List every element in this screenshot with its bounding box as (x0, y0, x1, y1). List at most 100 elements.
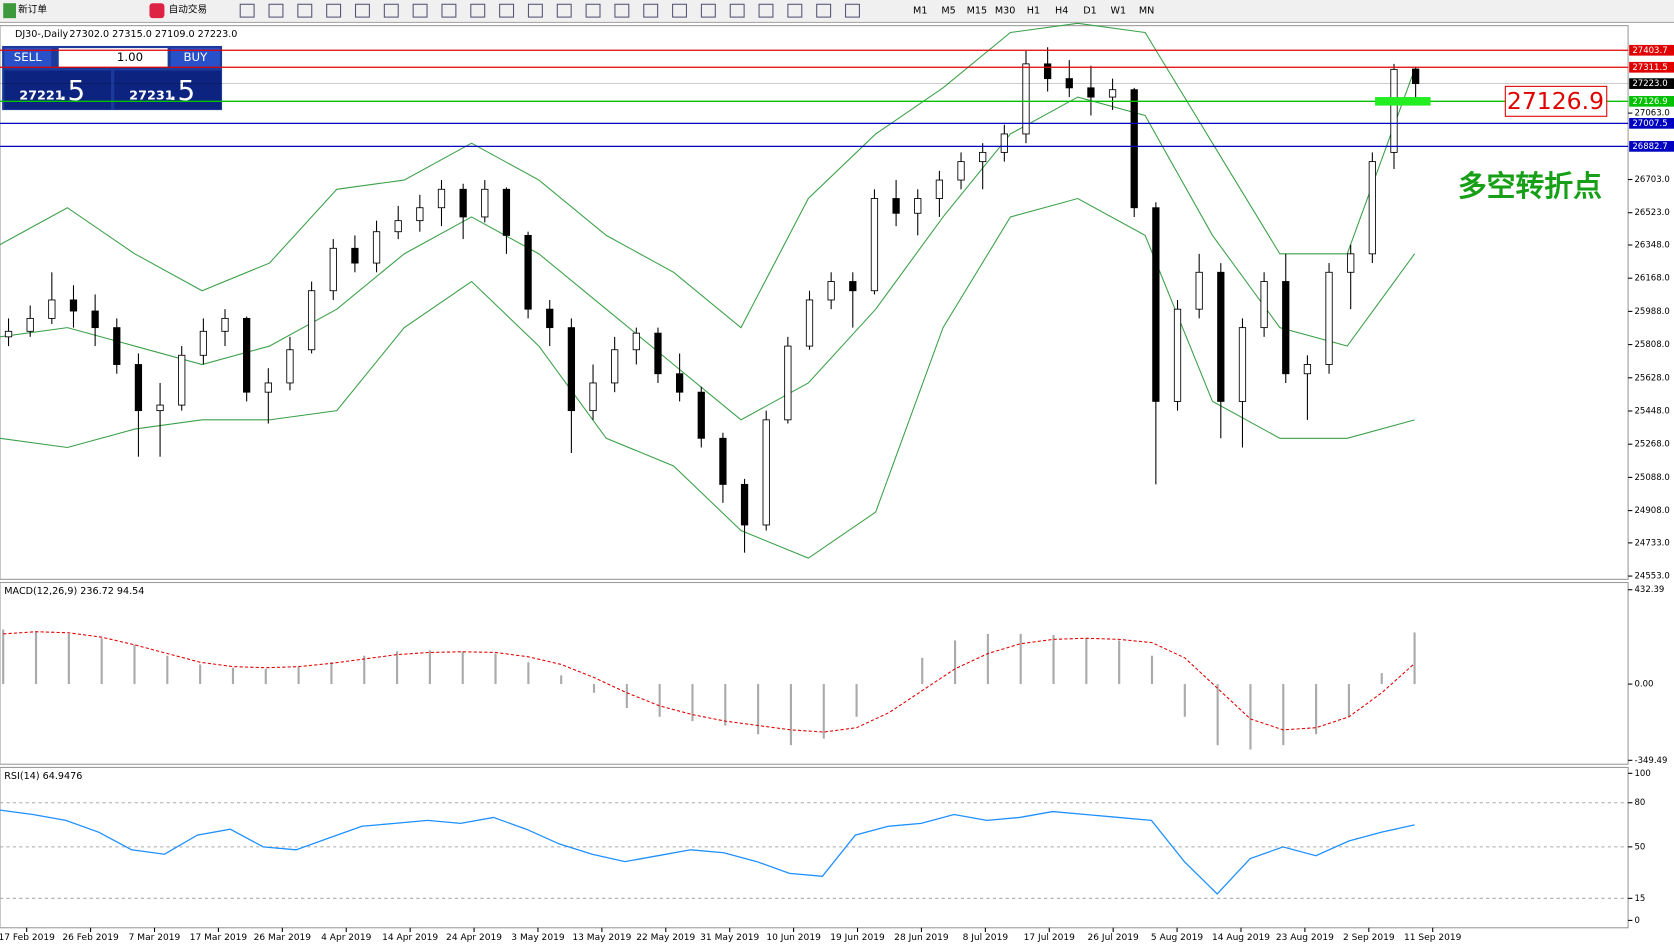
tool-icon[interactable] (585, 3, 601, 18)
timeframe[interactable]: M5 (941, 6, 955, 17)
candle-body (1130, 89, 1138, 209)
candle-body (69, 299, 78, 312)
candle-body (1303, 364, 1312, 375)
timeframe[interactable]: M1 (913, 6, 927, 17)
tool-icon[interactable] (758, 3, 774, 18)
candle-body (437, 188, 446, 209)
x-tick-label: 26 Feb 2019 (62, 933, 119, 943)
candle-body (113, 327, 121, 365)
candle-body (1087, 87, 1095, 98)
candle-body (1108, 89, 1117, 98)
candle-body (264, 382, 272, 393)
x-tick-label: 4 Apr 2019 (321, 933, 371, 943)
tool-icon[interactable] (268, 3, 284, 18)
buy-price-box[interactable] (114, 70, 221, 110)
new-order-icon[interactable] (3, 3, 17, 19)
auto-trading[interactable]: 自动交易 (169, 4, 207, 16)
candle-body (1238, 327, 1247, 402)
tool-icon[interactable] (326, 3, 342, 18)
tool-icon[interactable] (614, 3, 630, 18)
tool-icon[interactable] (527, 3, 543, 18)
sell-button[interactable] (4, 48, 52, 68)
tool-icon[interactable] (499, 3, 515, 18)
candle-body (4, 330, 13, 338)
candle-body (1282, 281, 1290, 375)
candle-body (740, 483, 749, 526)
price-level-tag (1629, 95, 1674, 107)
trade-panel: SELL 1.00 BUY 27221 .5 27231 .5 (2, 45, 223, 111)
tool-icon[interactable] (239, 3, 255, 18)
sell-label[interactable]: SELL (14, 50, 42, 64)
price-level-label: 27007.5 (1632, 119, 1667, 129)
candle-body (697, 391, 705, 439)
y-tick-label: 26523.0 (1634, 208, 1669, 218)
buy-button[interactable] (170, 48, 220, 68)
turning-point-value: 27126.9 (1507, 87, 1604, 115)
candle-body (1173, 308, 1182, 402)
x-tick-label: 19 Jun 2019 (830, 933, 885, 943)
candle-body (329, 247, 337, 292)
tool-icon[interactable] (412, 3, 428, 18)
candle-body (1325, 271, 1333, 365)
volume-input[interactable] (58, 48, 168, 68)
tool-icon[interactable] (297, 3, 313, 18)
candle-body (1043, 63, 1052, 80)
tool-icon[interactable] (470, 3, 486, 18)
buy-price[interactable]: 27231 (129, 89, 174, 104)
candle-body (372, 231, 381, 264)
y-tick-label: 26348.0 (1634, 240, 1669, 250)
buy-label[interactable]: BUY (183, 50, 208, 64)
candle-body (1217, 271, 1225, 402)
sell-pip[interactable]: .5 (59, 74, 85, 107)
y-tick-label: 24553.0 (1634, 572, 1669, 582)
tool-icon[interactable] (787, 3, 803, 18)
timeframe[interactable]: M15 (967, 6, 988, 17)
volume[interactable]: 1.00 (117, 50, 143, 64)
timeframe[interactable]: D1 (1083, 6, 1097, 17)
candle-body (546, 308, 554, 329)
candle-body (286, 349, 294, 384)
x-tick-label: 10 Jun 2019 (766, 933, 821, 943)
sell-price[interactable]: 27221 (19, 89, 64, 104)
tool-icon[interactable] (643, 3, 659, 18)
candle-body (611, 349, 619, 384)
new-order[interactable]: 新订单 (18, 4, 47, 16)
timeframe[interactable]: H4 (1055, 6, 1068, 17)
tool-icon[interactable] (672, 3, 688, 18)
price-level-tag (1629, 141, 1674, 152)
auto-trading-icon[interactable] (149, 3, 165, 19)
candle-body (307, 290, 316, 351)
candle-body (1368, 161, 1376, 255)
macd-title: MACD(12,26,9) 236.72 94.54 (4, 586, 144, 597)
price-level-label: 27223.0 (1632, 79, 1667, 89)
buy-pip[interactable]: .5 (169, 74, 195, 107)
tool-icon[interactable] (700, 3, 716, 18)
x-tick-label: 26 Mar 2019 (254, 933, 312, 943)
x-tick-label: 5 Aug 2019 (1151, 933, 1203, 943)
macd-pane (0, 581, 1629, 765)
timeframe[interactable]: MN (1139, 6, 1154, 17)
timeframe[interactable]: M30 (995, 6, 1016, 17)
candle-body (589, 382, 597, 412)
x-tick-label: 28 Jun 2019 (894, 933, 949, 943)
candle-body (394, 220, 402, 233)
turning-point-box (1504, 85, 1608, 117)
tool-icon[interactable] (556, 3, 572, 18)
candle-body (351, 247, 359, 264)
candle-body (784, 345, 792, 421)
tool-icon[interactable] (729, 3, 745, 18)
tool-icon[interactable] (816, 3, 832, 18)
candle-body (156, 404, 164, 412)
candle-body (914, 198, 922, 214)
tool-icon[interactable] (845, 3, 860, 18)
tool-icon[interactable] (383, 3, 399, 18)
sell-price-box[interactable] (4, 70, 112, 110)
timeframe[interactable]: W1 (1111, 6, 1127, 17)
candle-body (979, 151, 987, 163)
timeframe[interactable]: H1 (1027, 6, 1040, 17)
turning-point-bar (1375, 97, 1431, 106)
candle-body (134, 364, 143, 412)
tool-icon[interactable] (354, 3, 370, 18)
tool-icon[interactable] (441, 3, 457, 18)
